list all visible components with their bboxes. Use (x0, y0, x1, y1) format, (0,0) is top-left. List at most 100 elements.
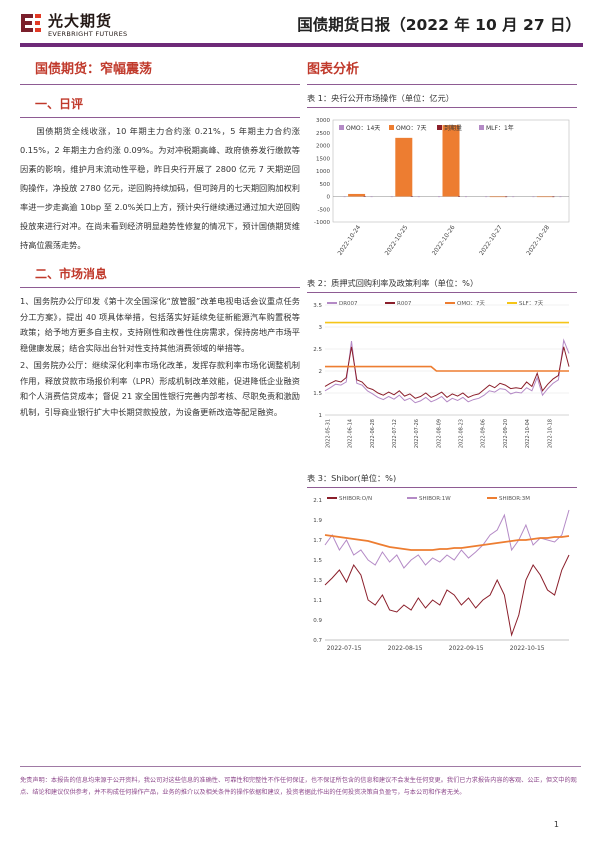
y-tick-label: 1 (319, 413, 323, 419)
figure-2-rule (307, 292, 577, 293)
series-line-0 (324, 554, 570, 637)
left-column: 国债期货：窄幅震荡 一、日评 国债期货全线收涨，10 年期主力合约涨 0.21%… (20, 60, 300, 420)
chart-section-underline (307, 84, 577, 85)
bar-3-0 (370, 196, 373, 198)
header-divider (20, 43, 583, 47)
x-tick-label: 2022-08-23 (459, 419, 465, 448)
repo-rate-chart: 1 1.5 2 2.5 3 3.5 2022-05-31 2022-06-14 2022-06-… (313, 300, 570, 448)
x-tick-label: 2022-05-31 (325, 419, 331, 448)
legend-label: SHIBOR:3M (499, 496, 530, 502)
legend-label: R007 (397, 301, 412, 307)
y-tick-label: 1.5 (313, 558, 322, 564)
bar-0-1 (390, 196, 393, 198)
series-line-2 (325, 365, 569, 372)
bar-1-4 (536, 196, 554, 198)
bar-3-2 (465, 196, 467, 198)
bar-2-3 (505, 196, 508, 198)
legend-label: MLF：1年 (486, 124, 514, 132)
y-tick-label: 0.9 (313, 618, 322, 624)
y-tick-label: 2.5 (313, 347, 322, 353)
x-tick-label: 2022-06-28 (370, 419, 376, 448)
y-tick-label: 0 (327, 195, 331, 201)
y-tick-label: 2500 (316, 131, 330, 137)
y-tick-label: 2000 (316, 144, 330, 150)
everbright-logo-icon (21, 14, 41, 32)
bar-0-4 (532, 196, 535, 198)
x-tick-label: 2022-10-24 (337, 224, 363, 257)
legend-label: SHIBOR:O/N (339, 496, 372, 502)
x-tick-label: 2022-10-26 (431, 224, 457, 257)
omo-operations-chart: -1000 -500 0 500 1000 1500 2000 2500 3000 2022-10… (314, 118, 570, 257)
x-tick-label: 2022-09-06 (481, 419, 487, 448)
x-tick-label: 2022-08-15 (388, 645, 423, 652)
chart-section-title: 图表分析 (307, 62, 360, 77)
y-tick-label: -500 (318, 207, 331, 213)
y-tick-label: 500 (320, 182, 331, 188)
bar-3-3 (512, 196, 515, 198)
legend-label: DR007 (339, 301, 358, 307)
legend-swatch-1 (389, 125, 394, 130)
report-title: 国债期货日报（2022 年 10 月 27 日） (297, 16, 581, 34)
legend-swatch-3 (479, 125, 484, 130)
y-tick-label: 0.7 (313, 638, 322, 644)
bar-0-0 (343, 196, 346, 198)
bar-3-4 (559, 196, 562, 198)
bar-1-2 (442, 125, 460, 197)
plot-frame (332, 119, 570, 223)
right-column: 图表分析 表 1：央行公开市场操作（单位：亿元） -1000 -500 0 500 10… (307, 60, 577, 660)
x-tick-label: 2022-10-28 (525, 224, 551, 257)
legend-label: OMO：7天 (396, 125, 426, 132)
series-line-2 (324, 534, 570, 551)
x-tick-label: 2022-10-25 (384, 224, 410, 257)
x-tick-label: 2022-06-14 (348, 419, 354, 448)
news-underline (20, 287, 300, 288)
bar-2-2 (458, 195, 460, 197)
y-tick-label: 1.3 (313, 578, 322, 584)
y-tick-label: 3000 (316, 118, 330, 124)
legend-swatch-2 (437, 125, 442, 130)
bar-1-0 (348, 193, 366, 197)
market-news-title: 二、市场消息 (35, 267, 108, 281)
bar-1-3 (489, 196, 507, 198)
topic-title: 国债期货：窄幅震荡 (35, 62, 153, 77)
y-tick-label: 1.7 (313, 538, 322, 544)
y-tick-label: 3 (319, 325, 323, 331)
x-tick-label: 2022-08-09 (436, 419, 442, 448)
news-item-2: 2、国务院办公厅：继续深化利率市场化改革，发挥存款利率市场化调整机制作用，释放贷… (20, 360, 300, 417)
x-tick-label: 2022-10-27 (478, 224, 504, 257)
disclaimer: 免责声明：本报告的信息均来源于公开资料，我公司对这些信息的准确性、可靠性和完整性… (20, 766, 581, 799)
x-tick-label: 2022-09-15 (449, 645, 484, 652)
x-tick-label: 2022-10-04 (525, 419, 531, 448)
x-tick-label: 2022-07-12 (392, 419, 398, 448)
y-tick-label: 2.1 (313, 498, 322, 504)
topic-underline (20, 84, 300, 85)
bar-2-4 (552, 196, 555, 198)
y-tick-label: 1.1 (313, 598, 322, 604)
company-logo: 光大期货 EVERBRIGHT FUTURES (20, 10, 160, 44)
figure-1-rule (307, 107, 577, 108)
legend-label: 到期量 (444, 124, 462, 132)
y-tick-label: 2 (319, 369, 323, 375)
bar-2-1 (410, 195, 413, 197)
figure-2-caption: 表 2：质押式回购利率及政策利率（单位：%） (307, 278, 479, 288)
bar-1-1 (395, 137, 413, 197)
bar-3-1 (417, 196, 420, 198)
figure-1-caption: 表 1：央行公开市场操作（单位：亿元） (307, 93, 454, 103)
bar-2-0 (363, 195, 366, 197)
y-tick-label: 1000 (316, 169, 330, 175)
daily-review-title: 一、日评 (35, 97, 84, 111)
y-tick-label: 1.5 (313, 391, 322, 397)
figure-3-caption: 表 3：Shibor(单位：%) (307, 473, 397, 483)
legend-swatch-0 (339, 125, 344, 130)
logo-english-name: EVERBRIGHT FUTURES (48, 30, 128, 38)
page-number: 1 (553, 820, 559, 829)
legend-label: OMO：14天 (346, 125, 380, 132)
daily-underline (20, 117, 300, 118)
legend-label: SHIBOR:1W (419, 496, 451, 502)
daily-review-paragraph: 国债期货全线收涨，10 年期主力合约涨 0.21%，5 年期主力合约涨 0.15… (20, 126, 300, 250)
legend-label: SLF：7天 (519, 300, 544, 307)
x-tick-label: 2022-10-15 (510, 645, 545, 652)
legend-label: OMO：7天 (457, 300, 485, 307)
logo-chinese-name: 光大期货 (48, 12, 113, 30)
x-tick-label: 2022-07-26 (414, 419, 420, 448)
